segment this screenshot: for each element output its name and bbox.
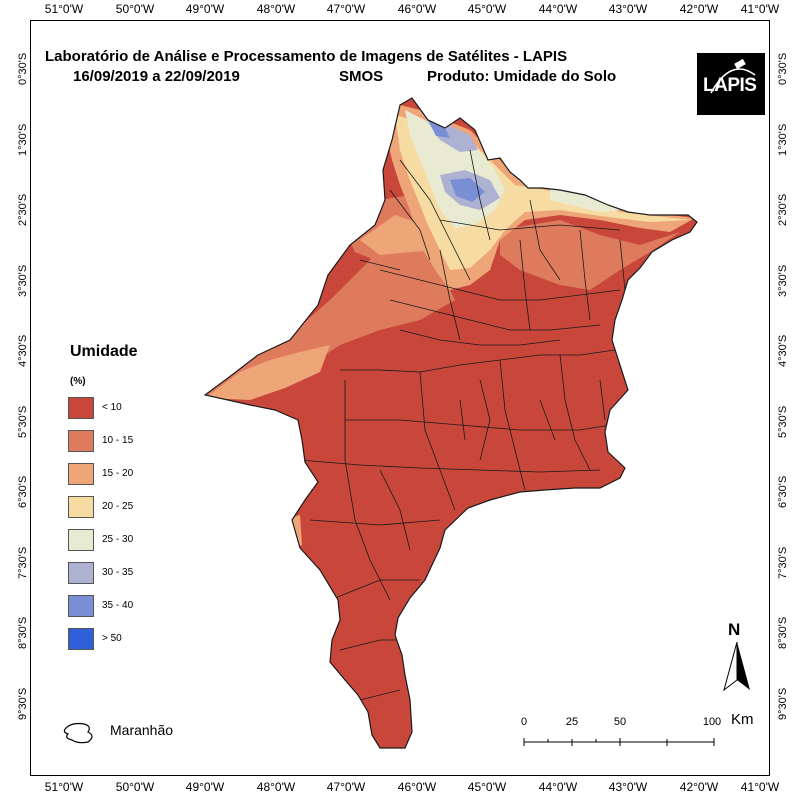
longitude-tick-top: 49°0'W [185,2,225,16]
lapis-logo: LAPIS [697,53,765,115]
scale-label-0: 0 [520,716,528,728]
legend-label: < 10 [102,402,122,413]
longitude-tick-bottom: 45°0'W [467,780,507,794]
legend-swatch [68,529,94,551]
longitude-tick-bottom: 46°0'W [397,780,437,794]
legend-item: 15 - 20 [68,463,228,497]
longitude-tick-top: 50°0'W [115,2,155,16]
longitude-tick-top: 45°0'W [467,2,507,16]
legend-label: 35 - 40 [102,600,134,611]
scale-label-25: 25 [565,716,579,728]
boundary-icon [63,722,93,744]
north-label: N [728,620,741,639]
legend-label: 30 - 35 [102,567,134,578]
legend-item: 25 - 30 [68,529,228,563]
longitude-tick-top: 44°0'W [538,2,578,16]
legend-swatch [68,595,94,617]
legend-label: 25 - 30 [102,534,134,545]
legend-item: 30 - 35 [68,562,228,596]
legend-swatch [68,430,94,452]
satellite-icon [710,58,756,94]
legend-item: 20 - 25 [68,496,228,530]
legend-swatch [68,397,94,419]
longitude-tick-bottom: 42°0'W [679,780,719,794]
longitude-tick-bottom: 50°0'W [115,780,155,794]
longitude-tick-bottom: 51°0'W [44,780,84,794]
legend-swatch [68,496,94,518]
map-sensor: SMOS [339,68,384,85]
scale-unit: Km [731,711,754,728]
longitude-tick-top: 48°0'W [256,2,296,16]
longitude-tick-bottom: 48°0'W [256,780,296,794]
map-title: Laboratório de Análise e Processamento d… [45,48,568,65]
legend-item: < 10 [68,397,228,431]
boundary-label: Maranhão [110,722,174,738]
scale-label-50: 50 [613,716,627,728]
map-product: Produto: Umidade do Solo [427,68,617,85]
municipal-boundaries [299,149,626,701]
map-dates: 16/09/2019 a 22/09/2019 [73,68,240,85]
longitude-tick-bottom: 41°0'W [740,780,780,794]
legend-item: > 50 [68,628,228,662]
legend-item: 10 - 15 [68,430,228,464]
longitude-tick-bottom: 49°0'W [185,780,225,794]
legend-title: Umidade [70,343,138,360]
legend-unit: (%) [70,376,86,387]
scale-label-100: 100 [702,716,722,728]
longitude-tick-top: 42°0'W [679,2,719,16]
longitude-tick-bottom: 44°0'W [538,780,578,794]
longitude-tick-top: 41°0'W [740,2,780,16]
legend-swatch [68,463,94,485]
legend-label: 15 - 20 [102,468,134,479]
legend-label: 20 - 25 [102,501,134,512]
logo-text: LAPIS [703,75,757,96]
longitude-tick-top: 47°0'W [326,2,366,16]
scale-bar [523,738,715,746]
longitude-tick-bottom: 43°0'W [608,780,648,794]
moisture-raster [205,98,697,748]
longitude-tick-top: 43°0'W [608,2,648,16]
legend-label: 10 - 15 [102,435,134,446]
north-arrow-icon [723,641,750,692]
legend-label: > 50 [102,633,122,644]
longitude-tick-top: 51°0'W [44,2,84,16]
legend-swatch [68,562,94,584]
legend-item: 35 - 40 [68,595,228,629]
longitude-tick-bottom: 47°0'W [326,780,366,794]
longitude-tick-top: 46°0'W [397,2,437,16]
map-frame [30,20,770,776]
legend-swatch [68,628,94,650]
